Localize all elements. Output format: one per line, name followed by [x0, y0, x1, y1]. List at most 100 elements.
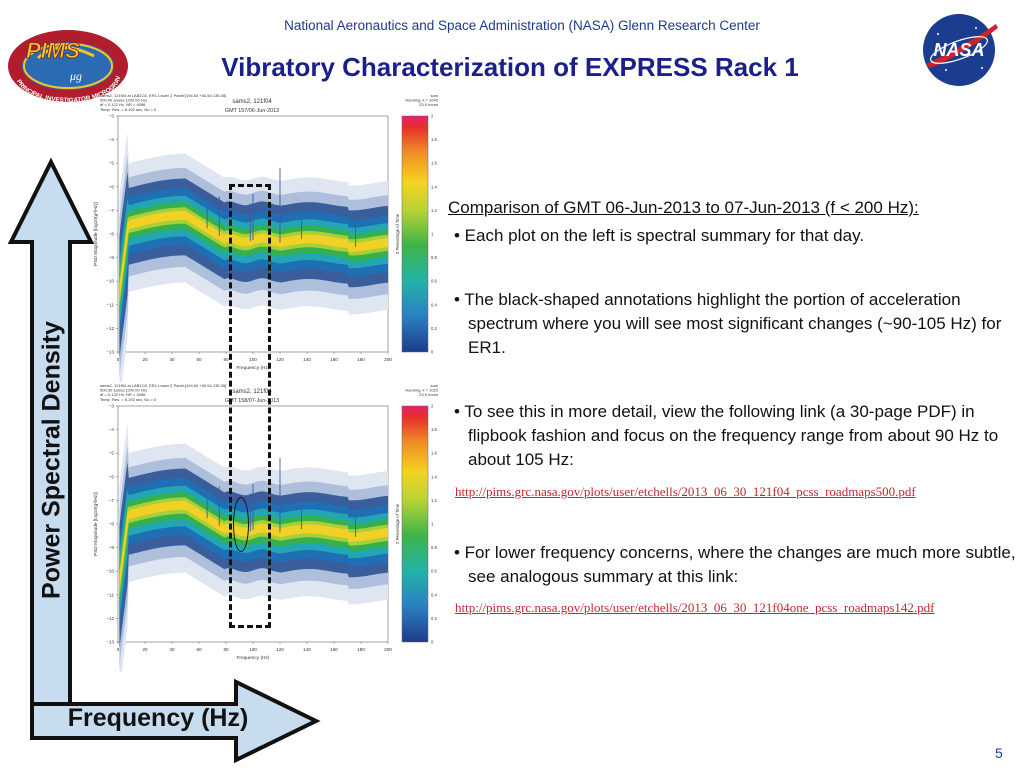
page-number: 5	[995, 745, 1003, 761]
colorbar-tick-label: 0.6	[431, 569, 437, 574]
y-tick-label: −9	[109, 545, 115, 550]
x-tick-label: 0	[117, 357, 120, 362]
frequency-highlight-box	[229, 184, 271, 628]
bullet-spectral-summary: • Each plot on the left is spectral summ…	[454, 226, 865, 245]
plot-title: sams2, 121f04	[232, 99, 272, 105]
colorbar-label: Σ Percentage of Time	[395, 213, 400, 254]
y-tick-label: −3	[109, 114, 115, 119]
plot-header-right-line: sum	[430, 383, 438, 388]
y-tick-label: −6	[109, 184, 115, 189]
nasa-logo-text: NASA	[933, 40, 984, 60]
y-tick-label: −7	[109, 208, 115, 213]
x-tick-label: 20	[142, 647, 148, 652]
colorbar-tick-label: 2	[431, 114, 434, 119]
frequency-highlight-ellipse	[233, 497, 249, 552]
y-tick-label: −9	[109, 255, 115, 260]
plot-header-line: 500.00 sa/sec (200.00 Hz)	[100, 98, 148, 103]
plot-header-line: Temp. Res. = 8.192 sec, No = 0	[100, 107, 157, 112]
x-tick-label: 160	[330, 647, 338, 652]
x-tick-label: 60	[196, 647, 202, 652]
y-tick-label: −10	[106, 279, 114, 284]
x-tick-label: 40	[169, 357, 175, 362]
y-axis-label: PSD Magnitude [log10(g²/Hz)]	[93, 492, 99, 556]
plot-header-line: 500.00 sa/sec (200.00 Hz)	[100, 388, 148, 393]
y-tick-label: −11	[107, 592, 115, 597]
y-tick-label: −12	[106, 616, 114, 621]
plot-subtitle: GMT 157/06-Jun-2013	[225, 108, 279, 114]
x-axis-label: Frequency (Hz)	[236, 365, 269, 371]
y-tick-label: −6	[109, 474, 115, 479]
x-tick-label: 140	[303, 647, 311, 652]
x-tick-label: 140	[303, 357, 311, 362]
plot-subtitle: GMT 158/07-Jun-2013	[225, 398, 279, 404]
plot-header-line: df = 0.122 Hz, NR = 4096	[100, 392, 146, 397]
x-tick-label: 60	[196, 357, 202, 362]
colorbar-tick-label: 1.6	[431, 161, 437, 166]
x-axis-label: Frequency (Hz)	[236, 655, 269, 661]
nasa-logo: NASA	[923, 14, 998, 86]
x-tick-label: 20	[142, 357, 148, 362]
colorbar-tick-label: 0	[431, 640, 434, 645]
colorbar-tick-label: 0.6	[431, 279, 437, 284]
frequency-axis-arrow	[30, 678, 321, 764]
x-tick-label: 200	[384, 357, 392, 362]
psd-density-band	[119, 500, 389, 592]
y-tick-label: −12	[106, 326, 114, 331]
colorbar-tick-label: 1.2	[431, 208, 437, 213]
colorbar	[401, 115, 429, 353]
y-tick-label: −4	[109, 137, 115, 142]
y-tick-label: −3	[109, 404, 115, 409]
spectral-summary-plot-bottom: sams2, 121f04 at LAB1O2, ER1 Lower Z Pan…	[93, 383, 439, 672]
x-tick-label: 180	[357, 647, 365, 652]
y-tick-label: −11	[107, 302, 115, 307]
colorbar-tick-label: 1.4	[431, 184, 437, 189]
plot-header-right-line: Hanning, k = 1045	[405, 98, 438, 103]
colorbar-tick-label: 0.4	[431, 592, 437, 597]
plot-header-right-line: Hanning, k = 1023	[405, 388, 438, 393]
colorbar-tick-label: 1	[431, 522, 434, 527]
colorbar-tick-label: 0.4	[431, 302, 437, 307]
x-tick-label: 80	[223, 357, 229, 362]
colorbar-tick-label: 1.4	[431, 474, 437, 479]
comparison-heading: Comparison of GMT 06-Jun-2013 to 07-Jun-…	[448, 198, 919, 217]
x-tick-label: 120	[276, 647, 284, 652]
plot-header-line: sams2, 121f04 at LAB1O2, ER1 Lower Z Pan…	[100, 93, 226, 98]
y-axis-label: PSD Magnitude [log10(g²/Hz)]	[93, 202, 99, 266]
bullet-annotations: • The black-shaped annotations highlight…	[454, 290, 1002, 357]
plot-title: sams2, 121f04	[232, 389, 272, 395]
y-tick-label: −5	[109, 451, 115, 456]
colorbar-tick-label: 2	[431, 404, 434, 409]
roadmaps500-pdf-link[interactable]: http://pims.grc.nasa.gov/plots/user/etch…	[455, 484, 916, 499]
plot-header-line: Temp. Res. = 8.192 sec, No = 0	[100, 397, 157, 402]
slide-title: Vibratory Characterization of EXPRESS Ra…	[221, 52, 799, 82]
psd-density-band	[119, 202, 389, 317]
colorbar-tick-label: 1.6	[431, 451, 437, 456]
pims-logo-mu: μg	[69, 69, 82, 83]
x-tick-label: 40	[169, 647, 175, 652]
psd-axis-label: Power Spectral Density	[37, 321, 66, 599]
y-tick-label: −10	[106, 569, 114, 574]
y-tick-label: −4	[109, 427, 115, 432]
plot-header-right-line: 23.5 hours	[419, 102, 438, 107]
colorbar-tick-label: 0.8	[431, 545, 437, 550]
frequency-axis-label: Frequency (Hz)	[67, 704, 249, 732]
y-tick-label: −13	[106, 350, 114, 355]
bullet-detail-link: • To see this in more detail, view the f…	[454, 402, 999, 469]
y-tick-label: −8	[109, 522, 115, 527]
x-tick-label: 80	[223, 647, 229, 652]
bullet-lower-frequency: • For lower frequency concerns, where th…	[454, 543, 1016, 586]
psd-density-band	[119, 207, 389, 308]
x-tick-label: 200	[384, 647, 392, 652]
plot-header-line: df = 0.122 Hz, NR = 4096	[100, 102, 146, 107]
pims-logo-text: PIMS	[26, 38, 80, 63]
x-tick-label: 180	[357, 357, 365, 362]
plot-header-right-line: sum	[430, 93, 438, 98]
x-tick-label: 100	[249, 357, 257, 362]
roadmaps142-pdf-link[interactable]: http://pims.grc.nasa.gov/plots/user/etch…	[455, 600, 935, 615]
psd-density-band	[119, 210, 389, 302]
plot-header-line: sams2, 121f04 at LAB1O2, ER1 Lower Z Pan…	[100, 383, 226, 388]
colorbar-tick-label: 0.2	[431, 616, 437, 621]
spectral-summary-plot-top: sams2, 121f04 at LAB1O2, ER1 Lower Z Pan…	[93, 93, 439, 382]
colorbar-tick-label: 1.2	[431, 498, 437, 503]
psd-density-band	[119, 492, 389, 607]
